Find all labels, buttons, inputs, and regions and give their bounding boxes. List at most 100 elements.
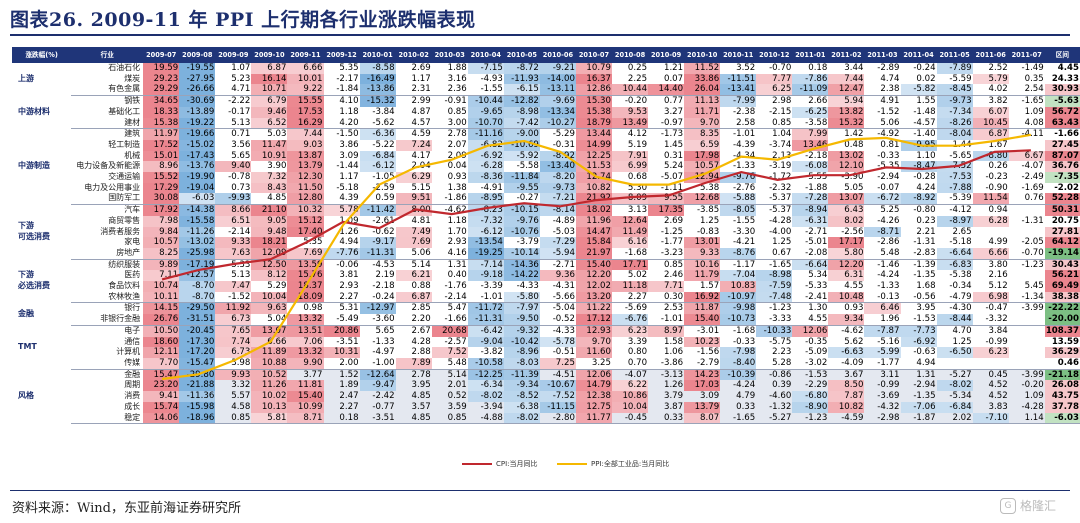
value-cell: -6.63 xyxy=(828,347,865,358)
value-cell: -9.00 xyxy=(503,128,540,140)
value-cell: 11.13 xyxy=(684,95,721,107)
value-cell xyxy=(936,357,973,370)
value-cell: 5.38 xyxy=(700,182,720,193)
value-cell: 4.17 xyxy=(411,150,431,161)
value-cell: -3.99 xyxy=(1008,369,1045,381)
value-cell: 12.86 xyxy=(575,84,612,97)
value-cell: 3.90 xyxy=(267,161,287,172)
value-cell: -15.58 xyxy=(179,215,216,227)
range-total-cell: 63.43 xyxy=(1044,117,1080,130)
value-cell: 12.68 xyxy=(684,193,721,206)
value-cell: 7.89 xyxy=(395,357,432,370)
value-cell: 2.93 xyxy=(447,237,467,248)
value-cell: 7.25 xyxy=(539,357,576,370)
value-cell: -6.82 xyxy=(467,139,504,151)
value-cell: 0.25 xyxy=(627,63,648,73)
value-cell: -14.38 xyxy=(179,204,216,216)
value-cell: 0.30 xyxy=(648,291,685,304)
value-cell: 5.19 xyxy=(627,139,648,150)
value-cell: -10.27 xyxy=(539,117,576,130)
value-cell: -3.30 xyxy=(733,226,756,237)
value-cell: -8.45 xyxy=(936,84,973,97)
value-cell: -10.70 xyxy=(467,117,504,130)
value-cell: 15.47 xyxy=(143,369,180,381)
value-cell: -19.04 xyxy=(179,182,216,194)
value-cell: 5.79 xyxy=(972,73,1009,85)
value-cell: 2.36 xyxy=(431,84,468,97)
value-cell: -10.67 xyxy=(539,380,576,392)
value-cell: -1.77 xyxy=(660,237,684,248)
value-cell: 15.38 xyxy=(143,117,180,130)
value-cell: -5.58 xyxy=(516,161,539,172)
value-cell: 0.93 xyxy=(447,172,467,183)
value-cell: 1.55 xyxy=(916,96,936,107)
range-total-cell: -19.14 xyxy=(1044,247,1080,260)
value-cell: 13.82 xyxy=(828,106,865,118)
value-cell: 11.50 xyxy=(287,182,324,194)
legend-item-cpi: CPI:当月同比 xyxy=(462,459,538,469)
value-cell: -14.36 xyxy=(503,259,540,271)
value-cell: 5.48 xyxy=(431,357,468,370)
value-cell: 7.87 xyxy=(828,391,865,402)
value-cell: 0.76 xyxy=(1008,193,1045,206)
value-cell: 7.47 xyxy=(215,281,252,292)
header-month: 2009-08 xyxy=(179,47,216,63)
value-cell: 1.09 xyxy=(1008,391,1045,402)
value-cell: -1.53 xyxy=(900,314,937,326)
value-cell: 2.85 xyxy=(411,303,431,314)
value-cell: -1.23 xyxy=(769,303,792,314)
value-cell: 15.12 xyxy=(287,215,324,227)
value-cell: 12.10 xyxy=(828,161,865,173)
value-cell: -0.45 xyxy=(612,412,649,425)
value-cell: -4.33 xyxy=(516,281,539,292)
legend-swatch-cpi xyxy=(462,463,492,465)
industry-name: 银行 xyxy=(124,303,141,313)
value-cell: -0.17 xyxy=(228,106,251,117)
value-cell: 10.44 xyxy=(612,84,649,97)
value-cell: 11.53 xyxy=(575,161,612,173)
industry-name: 通信 xyxy=(124,336,141,346)
table-row: 国防军工 30.08 -6.03 -9.93 4.85 12.80 4.39 0.59 9.51… xyxy=(12,193,1080,206)
value-cell: -3.13 xyxy=(648,369,685,381)
range-total-cell: -21.18 xyxy=(1044,369,1080,381)
value-cell: -3.90 xyxy=(841,172,864,183)
value-cell: 3.95 xyxy=(395,380,432,392)
range-total-cell: 4.45 xyxy=(1057,63,1079,73)
value-cell: -3.99 xyxy=(1021,303,1044,314)
value-cell xyxy=(1009,337,1045,348)
value-cell: -8.98 xyxy=(756,270,793,282)
value-cell: -10.44 xyxy=(467,95,504,107)
value-cell: 3.59 xyxy=(431,401,468,413)
value-cell: -8.04 xyxy=(936,128,973,140)
value-cell: -4.31 xyxy=(552,281,575,292)
value-cell: 0.26 xyxy=(988,161,1008,172)
value-cell: 5.47 xyxy=(447,303,467,314)
value-cell: -9.98 xyxy=(720,302,757,315)
value-cell: 2.09 xyxy=(447,150,467,161)
value-cell: 9.63 xyxy=(251,302,288,315)
value-cell: -4.30 xyxy=(949,303,972,314)
footer-rule xyxy=(10,490,1070,491)
value-cell: 7.06 xyxy=(287,336,324,348)
header-month: 2009-09 xyxy=(215,47,252,63)
value-cell: -1.73 xyxy=(660,129,684,140)
value-cell: -7.87 xyxy=(864,325,901,337)
value-cell: 5.57 xyxy=(215,391,252,402)
range-total-cell: 43.75 xyxy=(1044,391,1080,402)
value-cell: -1.68 xyxy=(733,325,756,336)
value-cell: -6.12 xyxy=(359,161,396,173)
value-cell: 9.51 xyxy=(395,193,432,206)
value-cell: -4.21 xyxy=(733,237,756,248)
table-row: 交通运输 15.52 -19.90 -0.78 7.32 12.30 1.17 -1.05 6.… xyxy=(12,172,1080,183)
value-cell: 6.99 xyxy=(612,161,649,173)
section-label: 上游 xyxy=(12,63,72,96)
value-cell: 4.39 xyxy=(323,193,360,206)
value-cell: 18.21 xyxy=(251,237,288,248)
value-cell: 17.12 xyxy=(575,314,612,326)
value-cell: 4.55 xyxy=(792,314,829,326)
value-cell: 26.76 xyxy=(143,314,180,326)
value-cell: -2.57 xyxy=(444,336,467,347)
value-cell: -19.25 xyxy=(467,247,504,260)
table-row: 计算机 12.11 -17.20 6.73 11.89 13.32 10.31 -4.97 2.… xyxy=(12,347,1080,358)
table-row: 周期 23.20 -21.88 3.32 11.26 11.81 1.89 -9.47 3.95… xyxy=(12,380,1080,392)
